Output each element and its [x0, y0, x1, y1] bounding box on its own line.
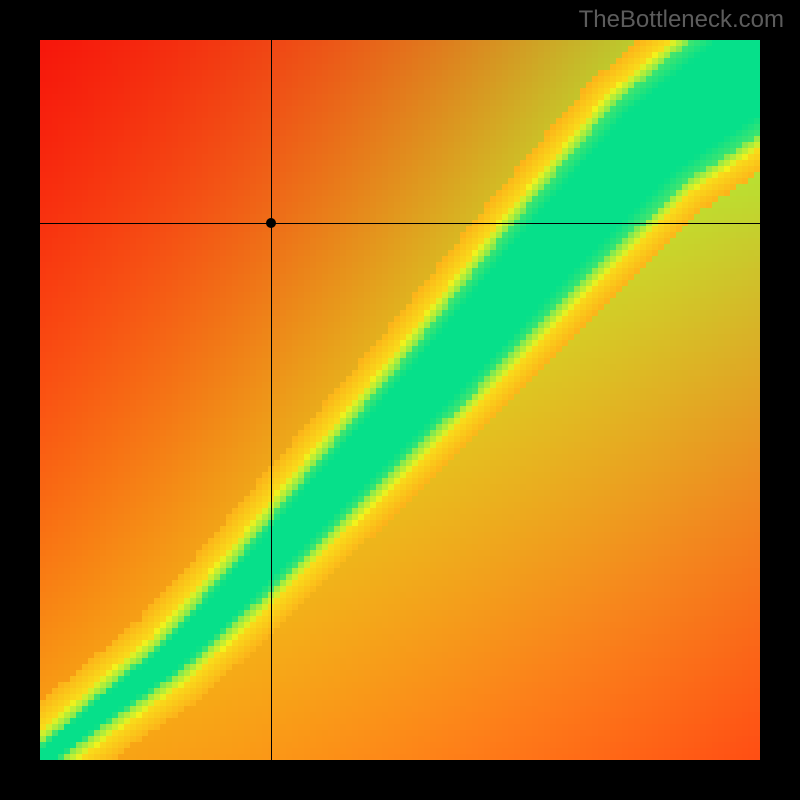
bottleneck-heatmap [40, 40, 760, 760]
watermark-text: TheBottleneck.com [579, 6, 784, 34]
chart-container: TheBottleneck.com [0, 0, 800, 800]
